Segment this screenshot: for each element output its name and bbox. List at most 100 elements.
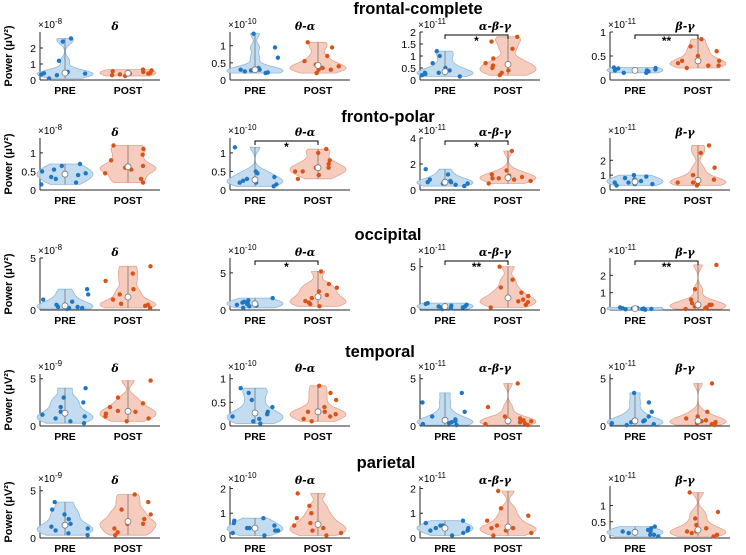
y-tick-label: 0.5 — [401, 63, 416, 75]
data-point-pre — [230, 530, 235, 536]
y-tick-label: 0 — [600, 305, 606, 317]
data-point-pre — [68, 521, 73, 526]
axis-exponent: ×10-9 — [38, 359, 63, 373]
data-point-post — [684, 65, 689, 71]
data-point-pre — [428, 528, 433, 533]
panel-frontal-complete-0: 0 1 2×10-8 δ PRE POST — [30, 17, 160, 97]
median-marker — [441, 416, 449, 424]
y-tick-label: 0 — [600, 533, 606, 545]
data-point-post — [326, 281, 332, 287]
data-point-post — [316, 150, 321, 156]
data-point-post — [148, 264, 153, 269]
data-point-post — [483, 421, 488, 427]
median-marker — [504, 523, 512, 531]
axis-exponent: ×10-10 — [228, 471, 257, 485]
data-point-post — [322, 409, 327, 414]
category-label-pre: PRE — [434, 195, 456, 207]
y-tick-label: 0 — [220, 533, 226, 545]
median-marker — [314, 408, 322, 416]
y-tick-label: 0.5 — [211, 397, 226, 409]
data-point-pre — [41, 297, 46, 302]
data-point-pre — [454, 422, 459, 428]
data-point-post — [140, 163, 146, 169]
data-point-post — [308, 520, 313, 526]
data-point-pre — [631, 172, 637, 178]
axis-exponent: ×10-10 — [228, 243, 257, 257]
y-tick-label: 2 — [600, 155, 606, 167]
data-point-post — [494, 523, 500, 528]
row-titles: frontal-complete fronto-polar occipital … — [341, 0, 482, 472]
data-point-pre — [85, 533, 90, 538]
data-point-post — [699, 37, 704, 42]
y-tick-label: 0 — [410, 305, 416, 317]
significance-bracket — [634, 34, 699, 39]
data-point-post — [146, 416, 151, 421]
data-point-pre — [81, 421, 87, 426]
data-point-pre — [85, 526, 91, 531]
y-tick-label: 0 — [30, 185, 36, 197]
data-point-post — [295, 176, 301, 182]
y-tick-label: 0 — [30, 421, 36, 433]
category-label-post: POST — [114, 195, 143, 207]
row-title-parietal: parietal — [357, 454, 416, 472]
data-point-pre — [52, 499, 57, 505]
category-label-post: POST — [494, 85, 523, 97]
band-label: θ-α — [295, 474, 316, 487]
data-point-pre — [646, 400, 652, 405]
data-point-pre — [609, 421, 614, 426]
category-label-pre: PRE — [434, 543, 456, 555]
panel-temporal-0: 0 5×10-9 δ PRE POST — [30, 359, 160, 443]
data-point-post — [698, 150, 703, 156]
category-label-pre: PRE — [54, 85, 76, 97]
axis-exponent-power: -10 — [245, 123, 257, 132]
category-label-pre: PRE — [624, 195, 646, 207]
data-point-post — [675, 61, 681, 66]
data-point-pre — [616, 66, 621, 71]
data-point-pre — [274, 182, 279, 187]
data-point-post — [714, 532, 720, 537]
median-marker — [631, 528, 639, 536]
data-point-post — [502, 414, 508, 419]
median-marker — [314, 293, 322, 301]
axis-exponent-power: -11 — [435, 17, 447, 26]
data-point-pre — [624, 422, 629, 428]
data-point-post — [528, 178, 533, 184]
data-point-post — [325, 53, 330, 59]
data-point-pre — [638, 178, 644, 184]
data-point-post — [145, 302, 151, 307]
data-point-post — [496, 488, 501, 494]
data-point-post — [497, 264, 502, 269]
significance-bracket — [254, 140, 319, 145]
data-point-pre — [270, 295, 275, 301]
data-point-pre — [653, 65, 658, 71]
significance-stars: ** — [662, 34, 672, 48]
significance-bracket — [254, 260, 319, 265]
data-point-post — [529, 530, 534, 536]
median-marker — [251, 524, 259, 532]
data-point-pre — [275, 528, 281, 533]
median-marker — [441, 303, 449, 310]
data-point-pre — [427, 177, 432, 182]
data-point-pre — [265, 70, 270, 75]
data-point-post — [309, 419, 314, 424]
category-label-post: POST — [304, 543, 333, 555]
data-point-post — [510, 277, 515, 282]
median-marker — [251, 409, 259, 417]
axis-exponent-power: -8 — [55, 17, 63, 26]
data-point-post — [318, 269, 324, 274]
data-point-post — [498, 506, 504, 511]
data-point-pre — [631, 390, 637, 396]
data-point-post — [519, 174, 525, 180]
axis-exponent: ×10-11 — [418, 123, 446, 137]
y-tick-label: 5 — [600, 374, 606, 386]
data-point-post — [329, 45, 335, 50]
data-point-pre — [61, 395, 66, 400]
data-point-post — [294, 516, 299, 521]
data-point-pre — [86, 292, 91, 297]
data-point-post — [690, 180, 696, 185]
data-point-pre — [41, 71, 47, 76]
axis-exponent-power: -11 — [435, 123, 447, 132]
category-label-pre: PRE — [54, 431, 76, 443]
data-point-post — [328, 390, 333, 396]
data-point-post — [110, 69, 115, 74]
